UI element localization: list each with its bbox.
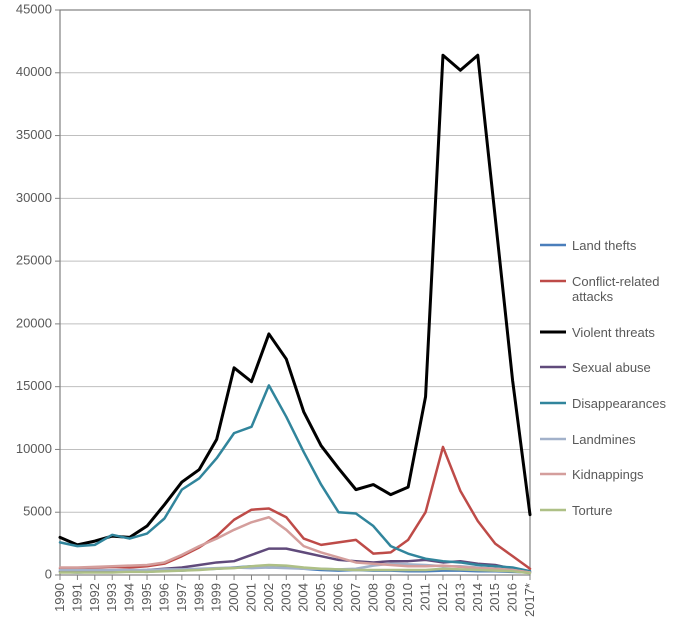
svg-text:1995: 1995 bbox=[139, 583, 154, 612]
svg-text:2013: 2013 bbox=[452, 583, 467, 612]
svg-text:5000: 5000 bbox=[23, 504, 52, 519]
svg-text:2010: 2010 bbox=[400, 583, 415, 612]
svg-text:10000: 10000 bbox=[16, 441, 52, 456]
svg-text:2009: 2009 bbox=[383, 583, 398, 612]
legend-item: Conflict-related attacks bbox=[540, 274, 679, 305]
svg-text:2002: 2002 bbox=[261, 583, 276, 612]
legend-item: Violent threats bbox=[540, 325, 679, 341]
svg-text:2008: 2008 bbox=[365, 583, 380, 612]
svg-text:1994: 1994 bbox=[122, 583, 137, 612]
svg-text:2006: 2006 bbox=[331, 583, 346, 612]
svg-text:2001: 2001 bbox=[243, 583, 258, 612]
svg-text:35000: 35000 bbox=[16, 127, 52, 142]
svg-text:2004: 2004 bbox=[296, 583, 311, 612]
legend-item: Disappearances bbox=[540, 396, 679, 412]
svg-text:2005: 2005 bbox=[313, 583, 328, 612]
svg-text:1999: 1999 bbox=[209, 583, 224, 612]
svg-text:1997: 1997 bbox=[174, 583, 189, 612]
chart-container: 0 5000 10000 15000 20000 25000 30000 35000 40000… bbox=[0, 0, 679, 643]
svg-text:1992: 1992 bbox=[87, 583, 102, 612]
legend-swatch bbox=[540, 432, 566, 446]
legend-swatch bbox=[540, 503, 566, 517]
svg-text:2012: 2012 bbox=[435, 583, 450, 612]
svg-text:1993: 1993 bbox=[104, 583, 119, 612]
svg-text:2003: 2003 bbox=[278, 583, 293, 612]
svg-text:2017*: 2017* bbox=[522, 583, 537, 617]
legend-item: Landmines bbox=[540, 432, 679, 448]
legend-swatch bbox=[540, 274, 566, 288]
svg-text:1991: 1991 bbox=[69, 583, 84, 612]
svg-text:2014: 2014 bbox=[470, 583, 485, 612]
svg-text:2007: 2007 bbox=[348, 583, 363, 612]
svg-text:2000: 2000 bbox=[226, 583, 241, 612]
svg-text:1998: 1998 bbox=[191, 583, 206, 612]
legend-label: Conflict-related attacks bbox=[572, 274, 679, 305]
legend-swatch bbox=[540, 238, 566, 252]
legend-label: Disappearances bbox=[572, 396, 666, 412]
legend-label: Land thefts bbox=[572, 238, 636, 254]
svg-text:1996: 1996 bbox=[156, 583, 171, 612]
svg-text:1990: 1990 bbox=[52, 583, 67, 612]
legend-item: Torture bbox=[540, 503, 679, 519]
legend: Land thefts Conflict-related attacks Viole… bbox=[540, 238, 679, 538]
svg-text:40000: 40000 bbox=[16, 64, 52, 79]
legend-item: Sexual abuse bbox=[540, 360, 679, 376]
legend-swatch bbox=[540, 325, 566, 339]
legend-swatch bbox=[540, 396, 566, 410]
svg-text:0: 0 bbox=[45, 566, 52, 581]
legend-label: Torture bbox=[572, 503, 612, 519]
legend-item: Land thefts bbox=[540, 238, 679, 254]
svg-text:2015: 2015 bbox=[487, 583, 502, 612]
legend-swatch bbox=[540, 467, 566, 481]
legend-swatch bbox=[540, 360, 566, 374]
svg-text:20000: 20000 bbox=[16, 315, 52, 330]
legend-label: Kidnappings bbox=[572, 467, 644, 483]
svg-text:2011: 2011 bbox=[418, 583, 433, 611]
legend-label: Violent threats bbox=[572, 325, 655, 341]
svg-text:30000: 30000 bbox=[16, 190, 52, 205]
svg-text:25000: 25000 bbox=[16, 253, 52, 268]
legend-label: Landmines bbox=[572, 432, 636, 448]
legend-item: Kidnappings bbox=[540, 467, 679, 483]
svg-text:45000: 45000 bbox=[16, 1, 52, 16]
legend-label: Sexual abuse bbox=[572, 360, 651, 376]
svg-text:2016: 2016 bbox=[505, 583, 520, 612]
svg-text:15000: 15000 bbox=[16, 378, 52, 393]
